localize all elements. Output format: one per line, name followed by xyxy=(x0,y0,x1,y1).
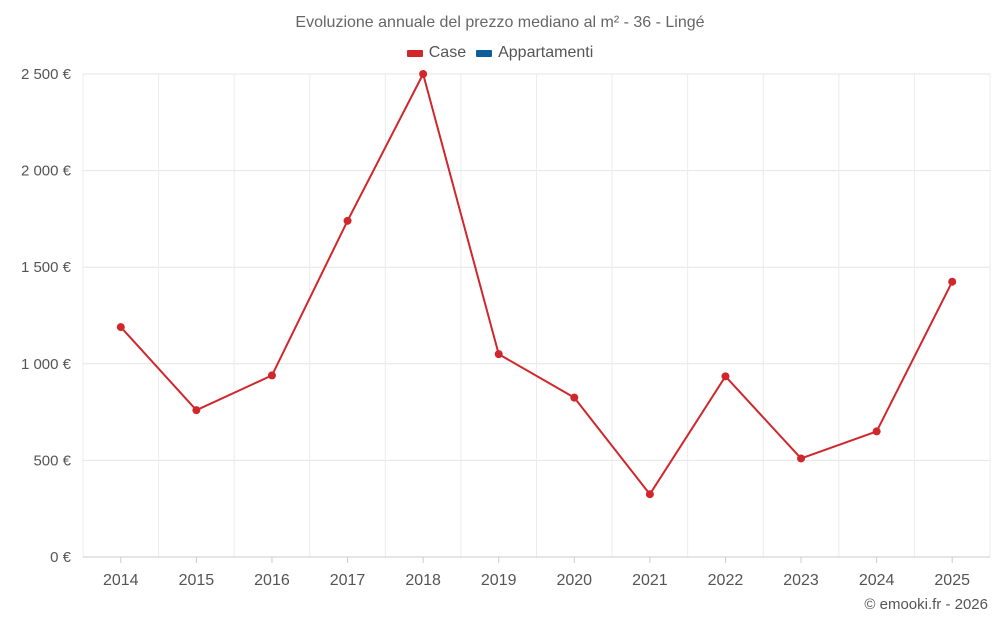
credit-text: © emooki.fr - 2026 xyxy=(864,596,988,613)
x-tick-label: 2017 xyxy=(330,572,366,589)
y-tick-label: 1 000 € xyxy=(21,356,72,373)
y-tick-label: 1 500 € xyxy=(21,259,72,276)
x-tick-label: 2014 xyxy=(103,572,139,589)
legend-label-case: Case xyxy=(428,44,467,61)
x-tick-label: 2024 xyxy=(859,572,895,589)
series-line-case xyxy=(120,73,954,496)
data-point xyxy=(494,350,503,359)
y-tick-label: 500 € xyxy=(33,452,71,469)
data-point xyxy=(797,454,806,463)
data-point xyxy=(116,323,125,332)
legend-item-appartamenti[interactable]: Appartamenti xyxy=(476,44,593,62)
y-tick-label: 2 500 € xyxy=(21,66,72,83)
x-tick-label: 2025 xyxy=(934,572,970,589)
x-tick-label: 2020 xyxy=(556,572,592,589)
legend-label-appartamenti: Appartamenti xyxy=(498,44,594,61)
y-tick-label: 2 000 € xyxy=(21,163,72,180)
legend: Case Appartamenti xyxy=(0,44,1000,62)
legend-swatch-appartamenti xyxy=(476,49,493,57)
chart-title: Evoluzione annuale del prezzo mediano al… xyxy=(295,14,705,31)
x-tick-label: 2021 xyxy=(632,572,668,589)
x-tick-label: 2015 xyxy=(179,572,215,589)
x-tick-label: 2016 xyxy=(254,572,290,589)
data-point xyxy=(948,277,957,286)
data-point xyxy=(343,216,352,225)
data-point xyxy=(192,406,201,415)
x-tick-label: 2023 xyxy=(783,572,819,589)
x-tick-label: 2022 xyxy=(708,572,744,589)
data-point xyxy=(721,372,730,381)
legend-swatch-case xyxy=(406,49,423,57)
y-tick-label: 0 € xyxy=(50,549,72,566)
data-point xyxy=(419,70,428,78)
data-point xyxy=(872,427,881,436)
data-point xyxy=(645,490,654,499)
x-tick-label: 2018 xyxy=(405,572,441,589)
data-point xyxy=(267,371,276,380)
legend-item-case[interactable]: Case xyxy=(406,44,467,62)
x-tick-label: 2019 xyxy=(481,572,517,589)
data-point xyxy=(570,393,579,402)
